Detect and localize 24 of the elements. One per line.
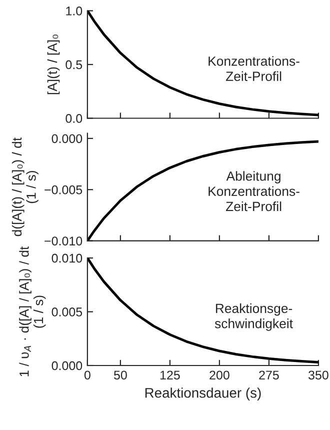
y-tick-label: 0.000	[52, 134, 82, 144]
y-axis-title: d([A](t) / [A]₀) / dt (1 / s)	[12, 137, 38, 236]
y-tick-label: 0.005	[52, 308, 82, 316]
y-tick-label: 0.5	[66, 60, 82, 70]
y-tick-label: −0.010	[44, 236, 82, 246]
y-tick-label: −0.005	[44, 185, 82, 194]
annotation: Reaktionsge- schwindigkeit	[214, 303, 293, 331]
annotation: Konzentrations- Zeit-Profil	[208, 56, 300, 81]
annotation: Ableitung Konzentrations- Zeit-Profil	[208, 171, 300, 212]
line-series	[87, 10, 318, 116]
x-tick-label: 350	[308, 370, 328, 380]
x-tick-label: 125	[160, 370, 180, 380]
x-tick-label: 275	[259, 370, 279, 380]
y-tick-label: 0.010	[52, 254, 82, 263]
line-series	[87, 258, 318, 364]
x-tick-label: 0	[84, 370, 90, 380]
y-axis-title: [A](t) / [A]₀	[47, 34, 60, 94]
y-tick-label: 1.0	[66, 6, 82, 16]
x-tick-label: 200	[210, 370, 230, 380]
x-axis-title: Reaktionsdauer (s)	[145, 388, 261, 401]
y-tick-label: 0.0	[66, 114, 82, 123]
y-axis-title: 1 / υ$_{A}$ · d([A] / [A]₀) / dt (1 / s)	[19, 246, 46, 376]
y-tick-label: 0.000	[52, 361, 82, 370]
x-tick-label: 50	[114, 370, 127, 380]
